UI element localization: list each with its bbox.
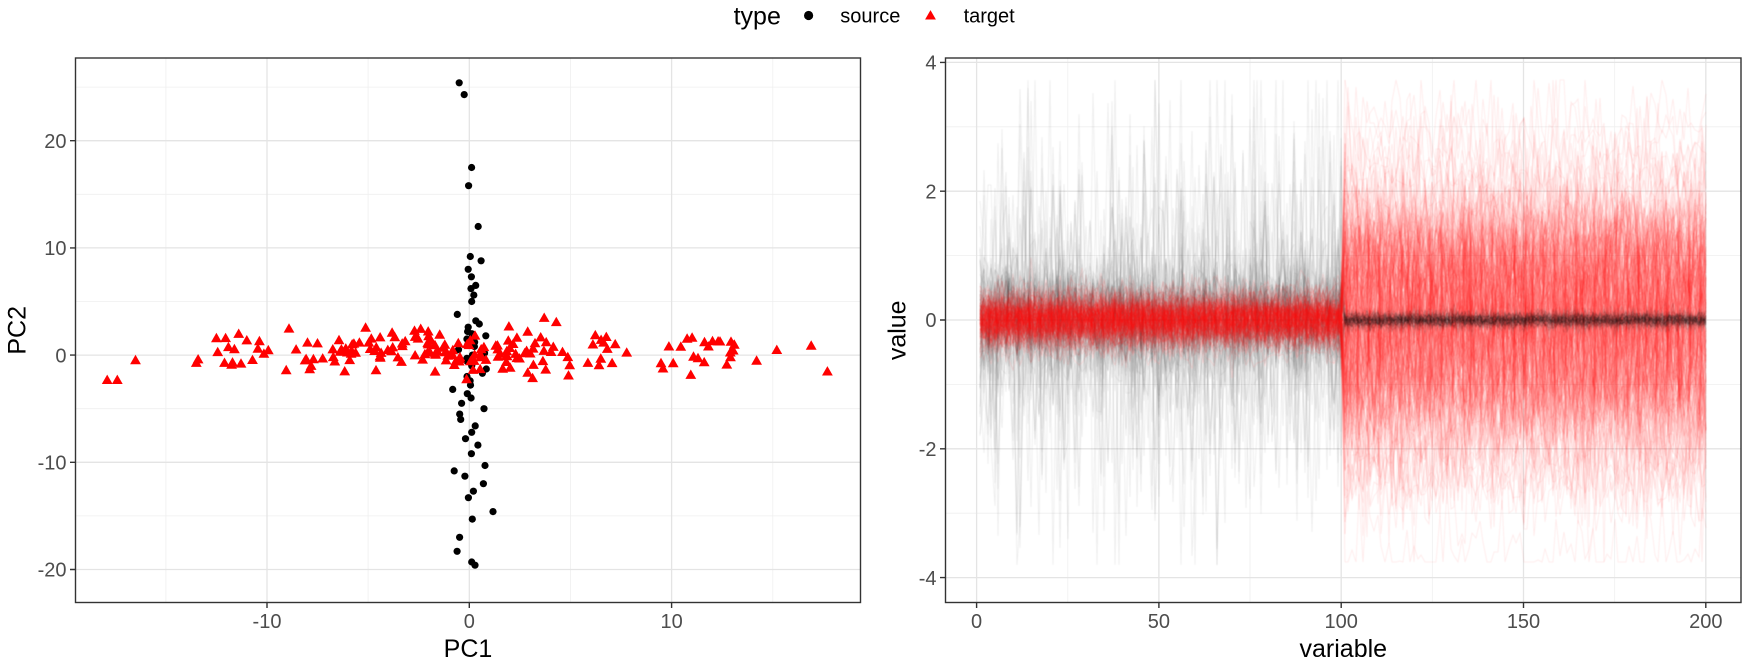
svg-text:200: 200 bbox=[1689, 611, 1722, 633]
svg-text:4: 4 bbox=[925, 53, 936, 75]
svg-text:10: 10 bbox=[660, 611, 682, 633]
svg-text:PC1: PC1 bbox=[444, 635, 493, 663]
svg-text:-20: -20 bbox=[38, 560, 67, 582]
svg-text:0: 0 bbox=[925, 310, 936, 332]
svg-text:0: 0 bbox=[464, 611, 475, 633]
svg-text:0: 0 bbox=[55, 345, 66, 367]
svg-text:10: 10 bbox=[44, 238, 66, 260]
svg-text:50: 50 bbox=[1148, 611, 1170, 633]
svg-text:type: type bbox=[734, 3, 781, 31]
svg-text:target: target bbox=[964, 6, 1016, 28]
svg-text:source: source bbox=[840, 6, 900, 28]
svg-text:-4: -4 bbox=[919, 568, 937, 590]
svg-text:2: 2 bbox=[925, 181, 936, 203]
svg-text:-10: -10 bbox=[38, 453, 67, 475]
svg-text:0: 0 bbox=[971, 611, 982, 633]
svg-text:PC2: PC2 bbox=[4, 306, 32, 355]
svg-text:150: 150 bbox=[1507, 611, 1540, 633]
svg-text:100: 100 bbox=[1325, 611, 1358, 633]
svg-text:-2: -2 bbox=[919, 439, 937, 461]
svg-text:20: 20 bbox=[44, 131, 66, 153]
svg-text:-10: -10 bbox=[253, 611, 282, 633]
svg-text:value: value bbox=[884, 300, 912, 360]
svg-text:variable: variable bbox=[1300, 635, 1388, 663]
